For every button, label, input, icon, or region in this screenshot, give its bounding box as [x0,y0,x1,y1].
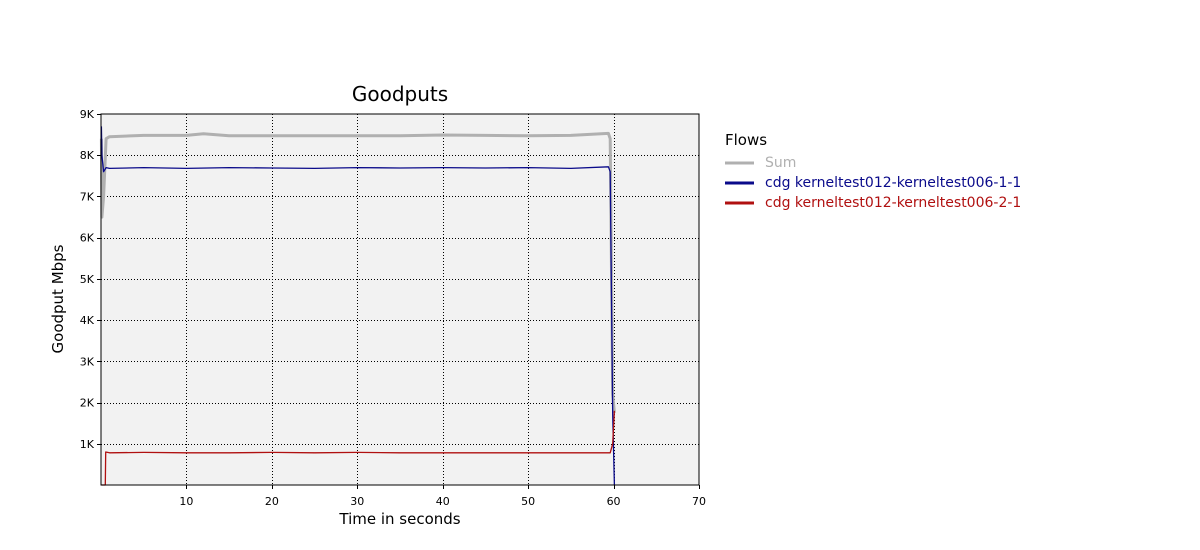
y-tick-label: 8K [80,149,95,162]
x-tick-label: 20 [265,495,279,508]
y-tick-label: 1K [80,438,95,451]
y-tick-label: 5K [80,273,95,286]
grid [101,114,699,485]
x-tick-label: 50 [521,495,535,508]
series-line-1 [100,126,616,486]
legend-items: Sum cdg kerneltest012-kerneltest006-1-1 cd… [725,155,1021,211]
ticks: 10 20 30 40 50 60 70 1K 2K 3K 4K 5K 6K 7K 8K 9K [80,108,706,508]
x-axis-label: Time in seconds [338,510,460,528]
x-tick-label: 10 [179,495,193,508]
x-tick-label: 40 [436,495,450,508]
legend: Flows Sum cdg kerneltest012-kerneltest006… [725,131,1021,211]
x-tick-label: 30 [350,495,364,508]
chart-title: Goodputs [352,82,448,106]
x-tick-label: 70 [692,495,706,508]
legend-entry-0: Sum [765,155,796,171]
x-tick-label: 60 [607,495,621,508]
legend-entry-2: cdg kerneltest012-kerneltest006-2-1 [765,195,1021,211]
y-tick-label: 2K [80,397,95,410]
plot-area [101,114,699,485]
series-line-2 [101,410,616,486]
y-tick-label: 3K [80,355,95,368]
y-tick-label: 4K [80,314,95,327]
series-layer [99,126,616,486]
y-tick-label: 6K [80,232,95,245]
y-axis-label: Goodput Mbps [49,244,67,353]
plot-frame [100,113,700,486]
y-tick-label: 9K [80,108,95,121]
y-tick-label: 7K [80,190,95,203]
series-line-0 [99,131,616,414]
legend-entry-1: cdg kerneltest012-kerneltest006-1-1 [765,175,1021,191]
legend-title: Flows [725,131,767,149]
